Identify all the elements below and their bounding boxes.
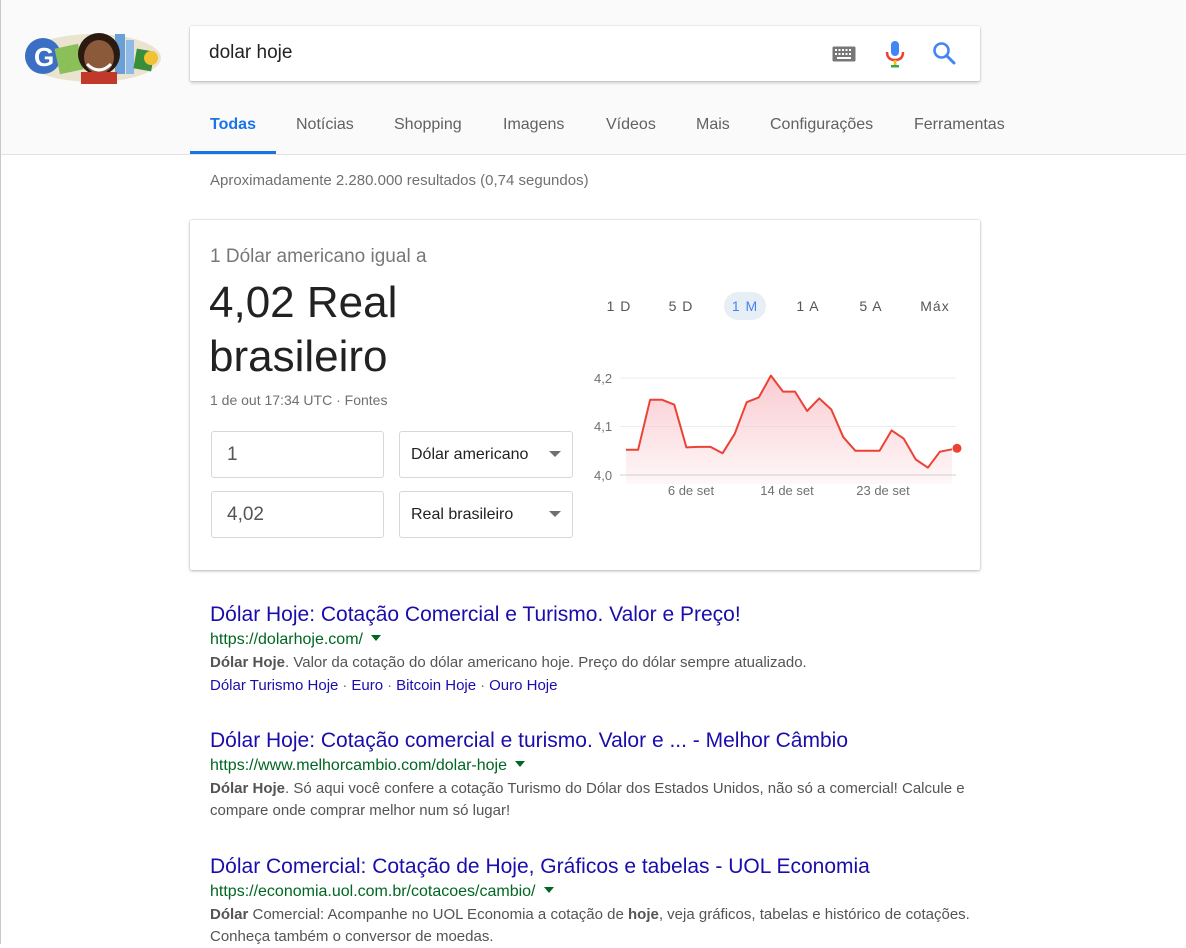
to-amount-field (211, 491, 384, 538)
search-icon[interactable] (932, 41, 956, 65)
result-snippet: Dólar Hoje. Só aqui você confere a cotaç… (210, 778, 970, 822)
separator: · (332, 392, 345, 408)
sitelink-ouro[interactable]: Ouro Hoje (489, 677, 558, 694)
x-tick-label: 6 de set (668, 483, 715, 498)
result-url: https://dolarhoje.com/ (210, 629, 970, 651)
snippet-bold: Dólar Hoje (210, 780, 286, 797)
chevron-down-icon (549, 511, 561, 517)
chart-current-point (952, 443, 962, 453)
result-url-text: https://www.melhorcambio.com/dolar-hoje (210, 757, 508, 774)
x-tick-label: 23 de set (856, 483, 910, 498)
exchange-rate-chart[interactable]: 4,2 4,1 4,0 6 de set 14 de set 23 de set (584, 360, 964, 510)
svg-text:G: G (34, 42, 54, 72)
result-title-link[interactable]: Dólar Hoje: Cotação Comercial e Turismo.… (210, 603, 741, 626)
range-1a[interactable]: 1 A (796, 298, 820, 314)
snippet-bold: Dólar (210, 906, 249, 923)
currency-converter-card: 1 Dólar americano igual a 4,02 Real bras… (190, 220, 980, 570)
from-currency-select[interactable]: Dólar americano (399, 431, 573, 478)
chevron-down-icon (549, 451, 561, 457)
result-url-text: https://dolarhoje.com/ (210, 631, 363, 648)
url-dropdown-arrow-icon[interactable] (370, 635, 381, 641)
tab-mais[interactable]: Mais (696, 116, 730, 133)
search-result: Dólar Hoje: Cotação comercial e turismo.… (210, 727, 970, 822)
tab-configuracoes[interactable]: Configurações (770, 116, 874, 133)
result-title-link[interactable]: Dólar Hoje: Cotação comercial e turismo.… (210, 729, 849, 752)
url-dropdown-arrow-icon[interactable] (515, 761, 526, 767)
separator: · (480, 677, 486, 694)
result-url: https://economia.uol.com.br/cotacoes/cam… (210, 881, 970, 903)
range-5d[interactable]: 5 D (668, 298, 694, 314)
from-amount-field (211, 431, 384, 478)
snippet-text: . Valor da cotação do dólar americano ho… (285, 654, 807, 671)
y-tick-label: 4,0 (594, 468, 612, 483)
y-tick-label: 4,2 (594, 371, 612, 386)
tab-videos[interactable]: Vídeos (606, 116, 656, 133)
conversion-result: 4,02 Real brasileiro (209, 276, 549, 384)
keyboard-icon[interactable] (832, 46, 856, 62)
result-title-link[interactable]: Dólar Comercial: Cotação de Hoje, Gráfic… (210, 855, 870, 878)
search-result: Dólar Hoje: Cotação Comercial e Turismo.… (210, 601, 970, 698)
separator: · (342, 677, 348, 694)
sitelink-dolar-turismo[interactable]: Dólar Turismo Hoje (210, 677, 339, 694)
search-box (190, 26, 980, 81)
range-1m[interactable]: 1 M (724, 292, 766, 320)
chart-series-line (626, 374, 953, 469)
conversion-equal-label: 1 Dólar americano igual a (210, 246, 427, 267)
sources-link[interactable]: Fontes (344, 392, 388, 408)
result-stats: Aproximadamente 2.280.000 resultados (0,… (210, 172, 589, 189)
tab-todas[interactable]: Todas (190, 100, 276, 154)
sitelink-bitcoin[interactable]: Bitcoin Hoje (396, 677, 477, 694)
range-5a[interactable]: 5 A (859, 298, 883, 314)
x-tick-label: 14 de set (760, 483, 814, 498)
snippet-text: Comercial: Acompanhe no UOL Economia a c… (248, 906, 628, 923)
conversion-timestamp: 1 de out 17:34 UTC · Fontes (210, 392, 387, 408)
result-snippet: Dólar Comercial: Acompanhe no UOL Econom… (210, 904, 970, 948)
separator: · (387, 677, 393, 694)
search-input[interactable] (209, 40, 809, 66)
google-doodle-logo[interactable]: G (23, 26, 163, 84)
range-max[interactable]: Máx (920, 298, 950, 314)
result-url: https://www.melhorcambio.com/dolar-hoje (210, 755, 970, 777)
timestamp-text: 1 de out 17:34 UTC (210, 392, 333, 408)
tab-noticias[interactable]: Notícias (296, 116, 354, 133)
conversion-result-line1: 4,02 Real (209, 278, 398, 327)
sitelink-euro[interactable]: Euro (351, 677, 384, 694)
snippet-bold: hoje (628, 906, 659, 923)
snippet-text: . Só aqui você confere a cotação Turismo… (210, 780, 965, 819)
result-snippet: Dólar Hoje. Valor da cotação do dólar am… (210, 652, 970, 674)
range-1d[interactable]: 1 D (606, 298, 632, 314)
snippet-text: , veja gráficos, tabelas e histórico de … (210, 906, 970, 945)
to-currency-value: Real brasileiro (411, 506, 514, 523)
url-dropdown-arrow-icon[interactable] (543, 887, 554, 893)
chart-area-fill (626, 375, 952, 484)
from-currency-value: Dólar americano (411, 446, 529, 463)
tab-ferramentas[interactable]: Ferramentas (914, 116, 1005, 133)
search-result: Dólar Comercial: Cotação de Hoje, Gráfic… (210, 853, 970, 948)
to-currency-select[interactable]: Real brasileiro (399, 491, 573, 538)
result-url-text: https://economia.uol.com.br/cotacoes/cam… (210, 883, 536, 900)
tab-imagens[interactable]: Imagens (503, 116, 565, 133)
snippet-bold: Dólar Hoje (210, 654, 286, 671)
from-amount-input[interactable] (227, 432, 357, 477)
to-amount-input[interactable] (227, 492, 357, 537)
conversion-result-line2: brasileiro (209, 332, 388, 381)
microphone-icon[interactable] (884, 40, 906, 68)
y-tick-label: 4,1 (594, 419, 612, 434)
tab-shopping[interactable]: Shopping (394, 116, 462, 133)
header: G Todas (1, 0, 1186, 155)
result-sitelinks: Dólar Turismo Hoje · Euro · Bitcoin Hoje · Our… (210, 674, 970, 698)
